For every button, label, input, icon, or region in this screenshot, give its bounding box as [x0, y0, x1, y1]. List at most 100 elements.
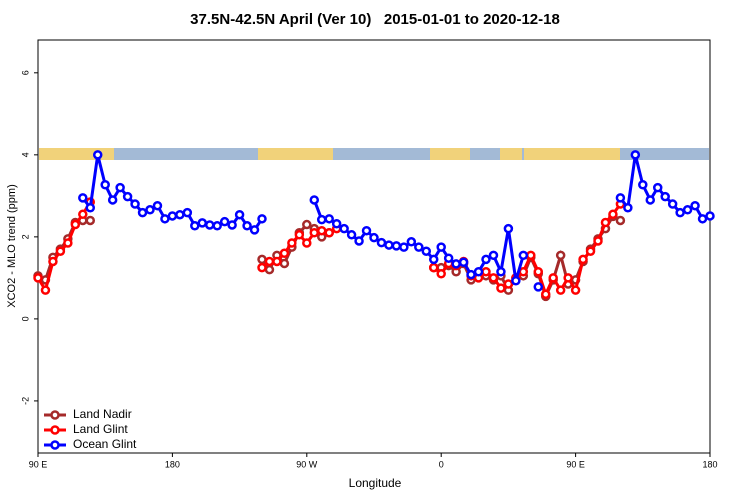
- x-tick-label: 180: [165, 459, 180, 469]
- data-point: [279, 248, 290, 259]
- data-point: [331, 218, 342, 229]
- data-point: [555, 285, 566, 295]
- data-point: [428, 254, 439, 265]
- data-point: [257, 254, 267, 265]
- plot-frame: [37, 39, 711, 454]
- data-point: [279, 258, 290, 269]
- data-point: [100, 180, 110, 190]
- y-tick-label: 0: [20, 316, 30, 321]
- data-point: [160, 214, 170, 224]
- data-point: [361, 225, 372, 236]
- data-point: [652, 182, 663, 193]
- data-point: [496, 283, 506, 293]
- data-point: [316, 225, 327, 236]
- y-tick-label: -2: [20, 397, 30, 405]
- data-point: [227, 220, 237, 230]
- data-point: [667, 199, 678, 209]
- data-point: [190, 221, 200, 231]
- data-point: [682, 205, 693, 215]
- chart-title: 37.5N-42.5N April (Ver 10) 2015-01-01 to…: [190, 11, 560, 28]
- data-point: [570, 285, 581, 295]
- data-point: [503, 279, 514, 289]
- data-point: [526, 250, 536, 261]
- data-point: [481, 254, 491, 265]
- data-point: [287, 238, 297, 248]
- data-point: [436, 269, 446, 279]
- data-point: [182, 207, 193, 218]
- data-point: [615, 193, 626, 203]
- data-point: [204, 220, 215, 230]
- x-tick-label: 90 E: [29, 459, 48, 469]
- data-point: [488, 273, 499, 283]
- data-point: [436, 242, 446, 252]
- data-point: [414, 242, 424, 252]
- data-point: [85, 202, 96, 213]
- data-point: [488, 250, 499, 261]
- data-point: [219, 216, 230, 227]
- data-point: [302, 238, 312, 248]
- data-point: [458, 257, 469, 268]
- data-point: [369, 232, 379, 243]
- y-tick-label: 6: [20, 70, 30, 75]
- data-point: [496, 266, 506, 277]
- data-point: [518, 250, 529, 261]
- data-point: [92, 150, 103, 160]
- data-point: [152, 200, 163, 211]
- data-point: [593, 236, 603, 246]
- data-point: [122, 191, 133, 202]
- data-point: [309, 195, 320, 205]
- data-point: [623, 202, 633, 213]
- data-point: [137, 207, 148, 218]
- x-tick-label: 90 W: [296, 459, 318, 469]
- y-tick-label: 4: [20, 152, 30, 157]
- data-point: [391, 241, 402, 251]
- data-point: [615, 215, 626, 226]
- data-point: [563, 273, 573, 283]
- data-point: [234, 209, 245, 220]
- data-point: [48, 256, 58, 267]
- data-point: [115, 182, 125, 193]
- data-point: [406, 237, 417, 247]
- data-point: [675, 207, 685, 218]
- x-tick-label: 90 E: [566, 459, 585, 469]
- data-point: [451, 259, 461, 269]
- map-strip: [39, 148, 709, 160]
- data-point: [481, 266, 491, 277]
- data-point: [145, 205, 155, 215]
- y-tick-label: 2: [20, 234, 30, 239]
- data-point: [249, 225, 260, 235]
- data-point: [212, 221, 222, 231]
- legend-label: Land Nadir: [73, 407, 132, 421]
- data-point: [608, 209, 618, 220]
- data-point: [660, 191, 670, 202]
- data-point: [55, 246, 66, 256]
- x-axis-label: Longitude: [349, 476, 402, 490]
- data-point: [33, 273, 43, 283]
- x-tick-label: 180: [702, 459, 717, 469]
- data-point: [630, 150, 641, 160]
- data-point: [376, 237, 387, 248]
- data-point: [533, 266, 544, 277]
- data-point: [399, 242, 409, 252]
- y-axis-label: XCO2 - MLO trend (ppm): [6, 184, 18, 307]
- data-point: [85, 215, 96, 226]
- data-point: [346, 230, 357, 240]
- data-point: [473, 266, 484, 277]
- data-point: [107, 195, 118, 205]
- legend-label: Ocean Glint: [73, 437, 137, 451]
- data-point: [638, 180, 648, 190]
- data-point: [264, 256, 275, 267]
- data-point: [324, 228, 334, 238]
- data-point: [690, 200, 700, 211]
- legend-marker: [50, 440, 60, 450]
- data-point: [354, 236, 364, 246]
- data-point: [257, 262, 267, 273]
- data-point: [294, 230, 305, 240]
- data-point: [533, 282, 544, 292]
- data-point: [339, 223, 349, 234]
- x-tick-label: 0: [439, 459, 444, 469]
- data-point: [555, 250, 566, 261]
- data-point: [585, 246, 596, 256]
- data-point: [705, 211, 715, 221]
- data-point: [697, 214, 708, 224]
